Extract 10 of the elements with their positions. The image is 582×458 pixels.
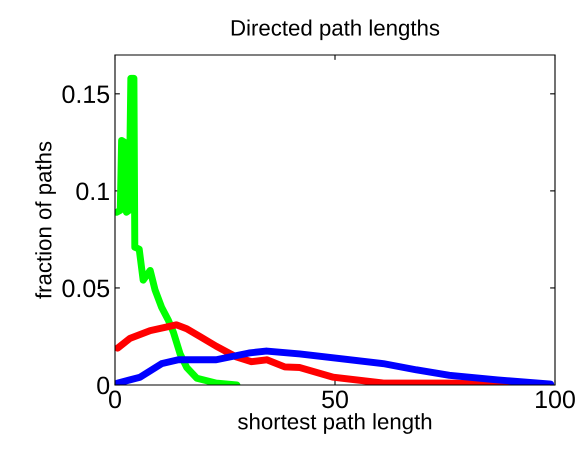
x-tick-label: 50 xyxy=(322,390,348,408)
x-tick-label: 0 xyxy=(109,390,121,408)
x-axis-title: shortest path length xyxy=(238,413,432,434)
x-tick-label: 100 xyxy=(536,390,575,408)
y-tick-label: 0.15 xyxy=(62,85,110,104)
y-axis-title: fraction of paths xyxy=(35,142,56,299)
y-tick-label: 0 xyxy=(97,376,110,394)
chart-title: Directed path lengths xyxy=(232,19,440,40)
y-tick-label: 0.05 xyxy=(62,280,110,298)
y-tick-label: 0.1 xyxy=(76,182,109,200)
